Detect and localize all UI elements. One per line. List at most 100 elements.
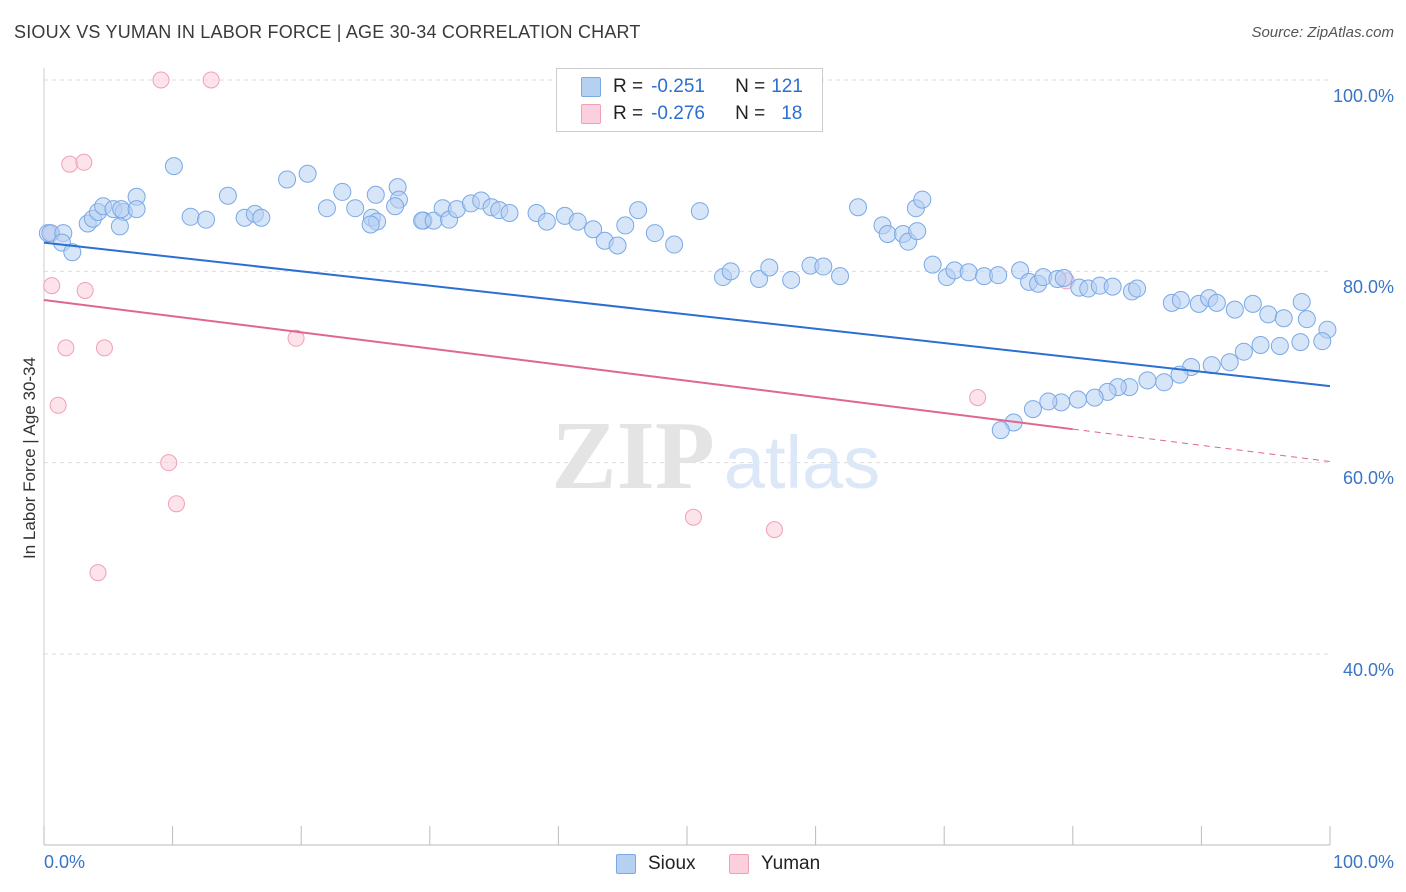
sioux-point	[989, 266, 1008, 285]
sioux-point	[608, 236, 627, 255]
y-tick-40: 40.0%	[1342, 660, 1394, 680]
sioux-point	[629, 201, 648, 220]
sioux-r-label: R =	[613, 76, 644, 97]
yuman-point	[160, 454, 178, 472]
sioux-point	[991, 421, 1010, 440]
watermark-atlas: atlas	[724, 421, 880, 504]
sioux-point	[500, 203, 519, 222]
yuman-legend-label: Yuman	[761, 853, 821, 874]
sioux-point	[1270, 336, 1289, 355]
sioux-point	[110, 217, 129, 236]
sioux-legend-swatch	[616, 854, 636, 874]
sioux-point	[1103, 277, 1122, 296]
y-tick-80: 80.0%	[1342, 277, 1394, 297]
legend-row-yuman: R = -0.276 N = 18	[581, 101, 802, 127]
x-tick-100: 100.0%	[1332, 852, 1394, 872]
stats-legend: R = -0.251 N = 121 R = -0.276 N = 18	[556, 68, 823, 132]
sioux-point	[1274, 309, 1293, 328]
sioux-point	[361, 215, 380, 234]
sioux-point	[1225, 300, 1244, 319]
yuman-point	[76, 281, 94, 299]
y-tick-100: 100.0%	[1332, 86, 1394, 106]
sioux-point	[333, 182, 352, 201]
sioux-point	[750, 269, 769, 288]
sioux-point	[366, 185, 385, 204]
sioux-trend-line	[43, 241, 1331, 388]
sioux-point	[346, 199, 365, 218]
yuman-point	[61, 155, 79, 173]
sioux-point	[1234, 342, 1253, 361]
yuman-trend-extension	[1072, 428, 1331, 462]
x-axis	[43, 68, 1331, 846]
watermark-zip: ZIP	[551, 402, 714, 510]
sioux-point	[112, 200, 131, 219]
sioux-point	[760, 258, 779, 277]
sioux-point	[1128, 279, 1147, 298]
yuman-point	[684, 508, 702, 526]
sioux-point	[690, 202, 709, 221]
sioux-point	[1243, 294, 1262, 313]
yuman-point	[43, 277, 61, 295]
yuman-point	[202, 71, 220, 89]
sioux-point	[537, 212, 556, 231]
sioux-n-value: 121	[771, 76, 803, 97]
sioux-point	[584, 220, 603, 239]
sioux-point	[1202, 356, 1221, 375]
yuman-n-value: 18	[781, 103, 803, 124]
chart-title: SIOUX VS YUMAN IN LABOR FORCE | AGE 30-3…	[14, 22, 641, 42]
yuman-trend-line	[43, 299, 1073, 431]
sioux-point	[1251, 335, 1270, 354]
yuman-points	[43, 71, 1075, 582]
yuman-point	[969, 389, 987, 407]
sioux-point	[665, 235, 684, 254]
yuman-point	[75, 153, 93, 171]
sioux-point	[1039, 392, 1058, 411]
yuman-point	[765, 521, 783, 539]
y-tick-60: 60.0%	[1342, 468, 1394, 488]
sioux-point	[252, 208, 271, 227]
legend-yuman: Yuman	[729, 851, 820, 877]
sioux-points	[38, 157, 1337, 440]
sioux-r-value: -0.251	[651, 76, 705, 97]
source-label: Source: ZipAtlas.com	[1251, 24, 1394, 41]
yuman-point	[152, 71, 170, 89]
sioux-legend-label: Sioux	[648, 853, 696, 874]
sioux-point	[1085, 388, 1104, 407]
sioux-point	[1259, 305, 1278, 324]
sioux-point	[63, 243, 82, 262]
sioux-point	[1220, 353, 1239, 372]
sioux-point	[923, 255, 942, 274]
sioux-point	[298, 164, 317, 183]
sioux-point	[568, 212, 587, 231]
sioux-point	[1313, 332, 1332, 351]
legend-sioux: Sioux	[616, 851, 696, 877]
yuman-point	[49, 396, 67, 414]
yuman-n-label: N =	[735, 103, 766, 124]
sioux-point	[849, 198, 868, 217]
yuman-point	[167, 495, 185, 513]
sioux-point	[831, 267, 850, 286]
yuman-r-value: -0.276	[651, 103, 705, 124]
sioux-n-label: N =	[735, 76, 766, 97]
sioux-point	[814, 257, 833, 276]
yuman-point	[89, 564, 107, 582]
sioux-swatch	[581, 77, 601, 97]
sioux-point	[1054, 269, 1073, 288]
sioux-point	[1207, 293, 1226, 312]
yuman-point	[57, 339, 75, 357]
sioux-point	[645, 224, 664, 243]
yuman-r-label: R =	[613, 103, 644, 124]
sioux-point	[959, 263, 978, 282]
sioux-point	[616, 216, 635, 235]
sioux-point	[1023, 400, 1042, 419]
sioux-point	[782, 270, 801, 289]
yuman-swatch	[581, 104, 601, 124]
sioux-point	[317, 199, 336, 218]
sioux-point	[913, 190, 932, 209]
sioux-point	[721, 262, 740, 281]
yuman-legend-swatch	[729, 854, 749, 874]
sioux-point	[1297, 310, 1316, 329]
trend-lines	[43, 241, 1331, 462]
sioux-point	[908, 222, 927, 241]
